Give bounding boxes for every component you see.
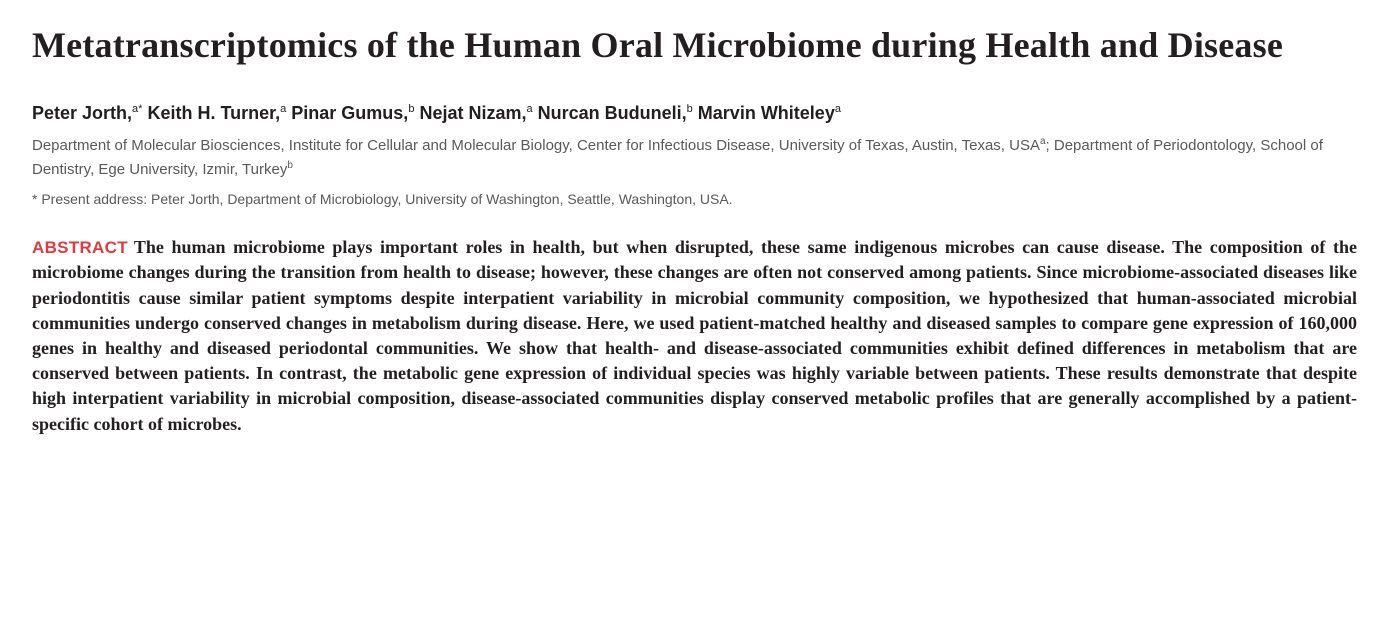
author-affil: a [280,103,286,115]
article-title: Metatranscriptomics of the Human Oral Mi… [32,24,1357,67]
author-affil: a [835,103,841,115]
present-address: * Present address: Peter Jorth, Departme… [32,191,1357,207]
author-affil: b [687,103,693,115]
abstract-text: The human microbiome plays important rol… [32,237,1357,433]
author-affil: b [408,103,414,115]
author-affil: a [527,103,533,115]
author-name: Keith H. Turner, [147,103,280,123]
abstract-label: ABSTRACT [32,238,128,257]
author-name: Pinar Gumus, [291,103,408,123]
author-name: Nejat Nizam, [419,103,526,123]
abstract-paragraph: ABSTRACTThe human microbiome plays impor… [32,235,1357,437]
author-name: Marvin Whiteley [698,103,835,123]
author-affiliations: Department of Molecular Biosciences, Ins… [32,134,1357,181]
affiliation-sup: b [287,160,293,171]
author-name: Nurcan Buduneli, [538,103,687,123]
author-list: Peter Jorth,a* Keith H. Turner,a Pinar G… [32,103,1357,124]
author-affil: a* [132,103,142,115]
affiliation-text: Department of Molecular Biosciences, Ins… [32,137,1040,154]
author-name: Peter Jorth, [32,103,132,123]
